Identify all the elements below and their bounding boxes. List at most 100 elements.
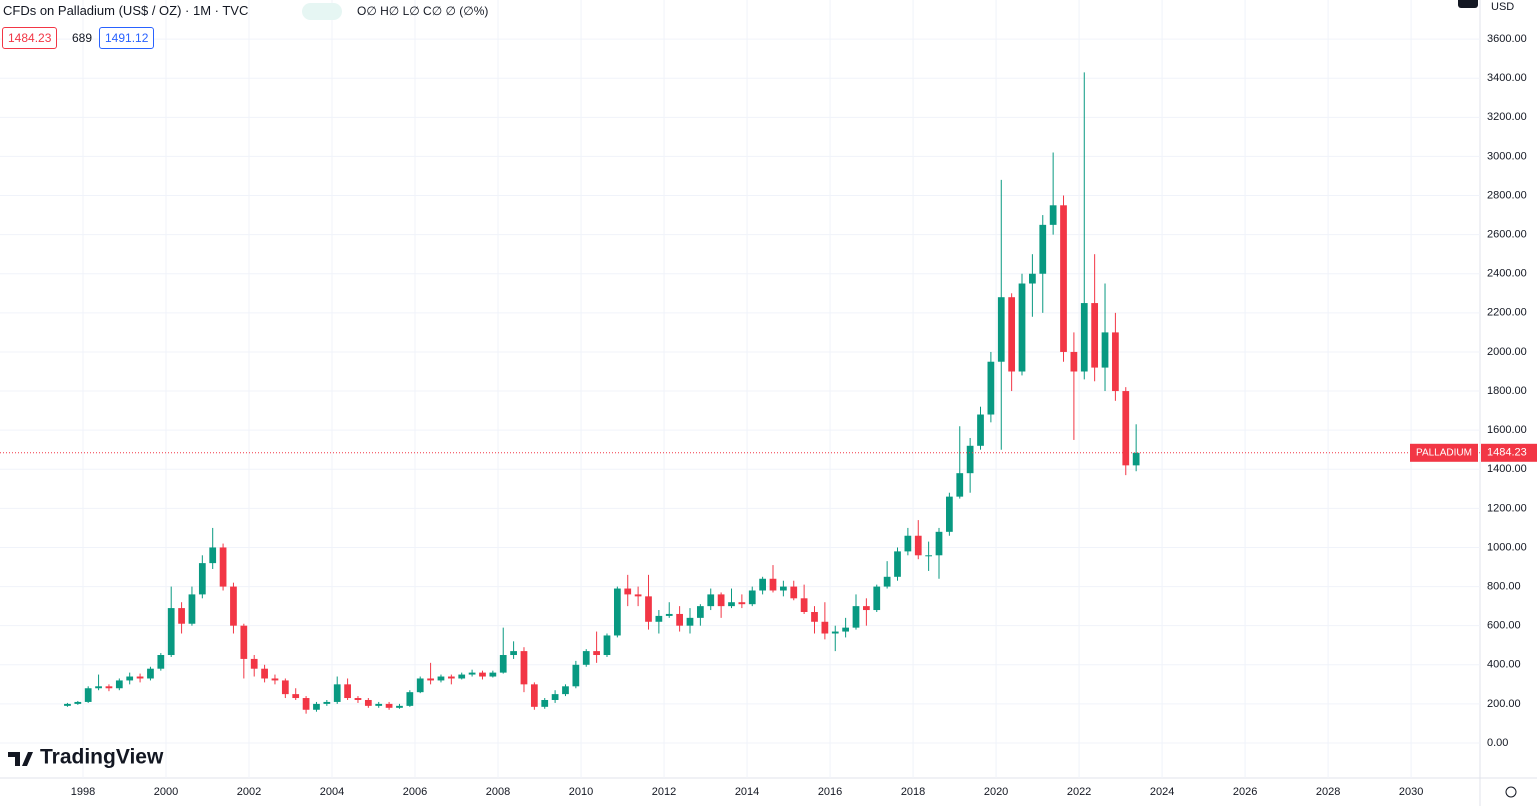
x-tick-label: 2008 (486, 786, 510, 798)
status-badges[interactable] (302, 3, 342, 20)
candle-body (105, 686, 113, 689)
candle-body (603, 635, 611, 656)
y-tick-label: 1000.00 (1487, 541, 1527, 553)
candle-body (676, 613, 683, 626)
symbol-title[interactable]: CFDs on Palladium (US$ / OZ) · 1M · TVC (3, 3, 249, 18)
candle-body (613, 588, 621, 636)
candle-body (977, 414, 984, 446)
candle-body (499, 655, 507, 673)
candle-body (396, 705, 403, 708)
price-scale (1480, 0, 1537, 806)
scale-settings[interactable] (1505, 786, 1517, 798)
x-tick-label: 2002 (237, 786, 261, 798)
buy-button[interactable]: 1491.12 (99, 27, 155, 49)
x-tick-label: 2028 (1316, 786, 1340, 798)
candle-body (344, 684, 351, 699)
candle-body (261, 668, 268, 679)
brand: TradingView (40, 746, 164, 769)
candle-body (437, 676, 445, 681)
candle-body (302, 698, 310, 710)
candle-body (634, 594, 642, 597)
candle-body (738, 602, 746, 605)
candle-body (468, 672, 476, 675)
candle-body (894, 551, 901, 577)
settings-icon[interactable] (1458, 0, 1478, 8)
candle-body (665, 613, 673, 616)
candle-body (313, 703, 320, 710)
y-tick-label: 1800.00 (1487, 385, 1527, 397)
y-tick-label: 0.00 (1487, 737, 1508, 749)
candle-body (582, 651, 590, 665)
y-tick-label: 200.00 (1487, 698, 1521, 710)
candle-body (904, 535, 912, 552)
candle-body (748, 590, 756, 605)
y-tick-label: 1600.00 (1487, 424, 1527, 436)
x-tick-label: 2010 (569, 786, 593, 798)
last-price-bg (1481, 443, 1537, 462)
sell-button[interactable]: 1484.23 (2, 27, 58, 49)
candle-body (987, 361, 995, 415)
ohlc-values: O∅ H∅ L∅ C∅ ∅ (∅%) (357, 4, 489, 18)
candle-body (852, 606, 860, 628)
candle-body (323, 701, 331, 704)
candle-body (385, 703, 393, 708)
candle-body (167, 608, 175, 656)
candle-body (655, 615, 663, 622)
candle-body (458, 674, 466, 679)
candle-body (157, 655, 165, 669)
candle-body (1101, 332, 1109, 368)
candle-body (728, 602, 735, 607)
x-tick-label: 2026 (1233, 786, 1257, 798)
x-tick-label: 2000 (154, 786, 178, 798)
y-tick-label: 2200.00 (1487, 307, 1527, 319)
candle-body (696, 606, 704, 618)
candle-body (136, 676, 144, 679)
candle-body (925, 555, 933, 557)
candle-body (230, 586, 237, 626)
candle-body (115, 680, 123, 689)
y-tick-label: 600.00 (1487, 620, 1521, 632)
y-tick-label: 3400.00 (1487, 72, 1527, 84)
candle-body (1132, 452, 1140, 466)
y-tick-label: 1400.00 (1487, 463, 1527, 475)
candle-body (520, 651, 528, 685)
last-price-label: 1484.23 (1487, 447, 1527, 459)
y-tick-label: 1200.00 (1487, 502, 1527, 514)
candle-body (292, 694, 300, 699)
candle-body (541, 699, 549, 707)
candle-body (821, 621, 829, 634)
candle-body (84, 688, 92, 702)
logo-mark (8, 752, 33, 766)
x-tick-label: 2014 (735, 786, 759, 798)
candle-body (1122, 391, 1130, 466)
candle-body (811, 611, 818, 622)
candle-body (863, 606, 870, 611)
candle-body (686, 617, 694, 626)
candle-body (188, 594, 196, 624)
candle-body (1018, 283, 1026, 372)
currency-label[interactable]: USD (1491, 1, 1514, 13)
candle-body (551, 694, 559, 700)
candle-body (593, 651, 600, 656)
candle-body (447, 676, 455, 679)
candle-body (510, 651, 517, 656)
series-name-label: PALLADIUM (1416, 447, 1472, 458)
candle-body (281, 680, 289, 695)
x-tick-label: 1998 (71, 786, 95, 798)
y-tick-label: 2000.00 (1487, 346, 1527, 358)
y-tick-label: 3600.00 (1487, 33, 1527, 45)
candle-body (946, 496, 953, 532)
series-label-bg (1410, 443, 1478, 462)
x-tick-label: 2006 (403, 786, 427, 798)
candle-body (769, 578, 777, 591)
candle-body (1008, 297, 1016, 372)
candle-body (935, 531, 943, 556)
candle-body (530, 684, 538, 707)
candle-body (1049, 205, 1057, 225)
candle-body (427, 678, 434, 681)
candle-body (842, 627, 849, 632)
y-tick-label: 800.00 (1487, 580, 1521, 592)
x-tick-label: 2024 (1150, 786, 1174, 798)
